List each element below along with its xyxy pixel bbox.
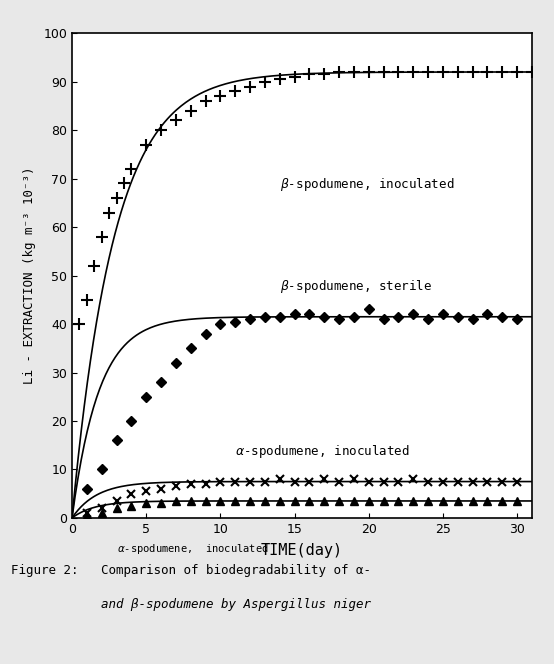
X-axis label: TIME(day): TIME(day): [261, 542, 343, 558]
Text: Figure 2:   Comparison of biodegradability of α-: Figure 2: Comparison of biodegradability…: [11, 564, 371, 578]
Text: $\beta$-spodumene, sterile: $\beta$-spodumene, sterile: [280, 278, 432, 295]
Text: $\alpha$-spodumene,  inoculated: $\alpha$-spodumene, inoculated: [116, 542, 268, 556]
Text: and β-spodumene by Aspergillus niger: and β-spodumene by Aspergillus niger: [11, 598, 371, 611]
Y-axis label: Li - EXTRACTION (kg m⁻³ 10⁻³): Li - EXTRACTION (kg m⁻³ 10⁻³): [23, 167, 37, 384]
Text: $\beta$-spodumene, inoculated: $\beta$-spodumene, inoculated: [280, 177, 454, 193]
Text: $\alpha$-spodumene, inoculated: $\alpha$-spodumene, inoculated: [235, 443, 410, 460]
